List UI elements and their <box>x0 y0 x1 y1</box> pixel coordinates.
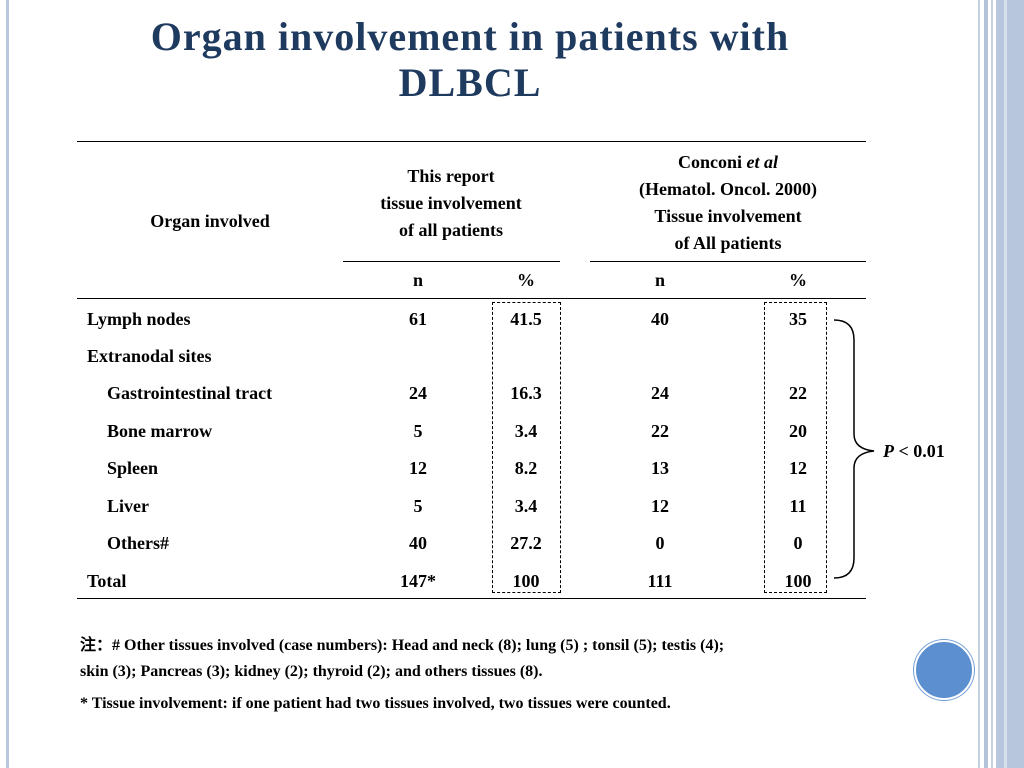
cell-value: 111 <box>647 571 673 591</box>
slide-frame-right <box>978 0 980 768</box>
subheader-n: n <box>654 270 665 290</box>
cell-value: 0 <box>793 533 803 553</box>
cell-value: 40 <box>651 309 669 329</box>
brace-icon <box>833 319 875 579</box>
cell-value: 20 <box>789 421 807 441</box>
cell-value: 41.5 <box>510 309 542 329</box>
subheader-n: n <box>412 270 423 290</box>
cell-value: 22 <box>651 421 669 441</box>
title-line-2: DLBCL <box>398 60 542 105</box>
cell-value: 12 <box>789 458 807 478</box>
cell-value: 147* <box>400 571 436 591</box>
header-bottom-rule <box>77 298 866 299</box>
cell-value: 35 <box>789 309 807 329</box>
decorative-circle <box>914 640 974 700</box>
conconi-name: Conconi <box>677 152 742 172</box>
cell-value: 16.3 <box>510 383 542 403</box>
cell-value: 100 <box>784 571 812 591</box>
row-label: Lymph nodes <box>87 309 191 329</box>
p-symbol: P <box>883 441 894 461</box>
cell-value: 5 <box>413 421 423 441</box>
row-label: Total <box>87 571 127 591</box>
slide-frame-right <box>996 0 1024 768</box>
slide-frame-right <box>991 0 993 768</box>
cell-value: 13 <box>651 458 669 478</box>
header-text: of all patients <box>398 220 503 240</box>
conconi-underline <box>590 261 866 262</box>
row-label: Gastrointestinal tract <box>107 383 273 403</box>
header-organ-involved: Organ involved <box>150 211 270 231</box>
slide-frame-right <box>984 0 988 768</box>
table-top-rule <box>77 141 866 142</box>
row-label: Spleen <box>107 458 159 478</box>
cell-value: 8.2 <box>514 458 538 478</box>
cell-value: 5 <box>413 496 423 516</box>
title-line-1: Organ involvement in patients with <box>150 14 790 59</box>
this-report-underline <box>343 261 560 262</box>
subheader-percent: % <box>517 270 535 290</box>
row-label: Others# <box>107 533 169 553</box>
cell-value: 12 <box>651 496 669 516</box>
slide-frame-right <box>1004 0 1007 768</box>
header-text: Tissue involvement <box>654 206 802 226</box>
slide-frame-left <box>6 0 9 768</box>
cell-value: 24 <box>409 383 427 403</box>
header-text: This report <box>407 166 495 186</box>
percent-column-highlight <box>764 302 827 593</box>
slide-title: Organ involvement in patients with DLBCL <box>40 14 900 106</box>
cell-value: 24 <box>651 383 669 403</box>
header-text: of All patients <box>674 233 782 253</box>
header-text: Conconi et al <box>588 149 868 176</box>
cell-value: 3.4 <box>514 421 538 441</box>
row-label: Extranodal sites <box>87 346 212 366</box>
cell-value: 12 <box>409 458 427 478</box>
footnote-tissue: * Tissue involvement: if one patient had… <box>80 695 671 712</box>
row-label: Bone marrow <box>107 421 213 441</box>
footnote-line: skin (3); Pancreas (3); kidney (2); thyr… <box>80 663 543 680</box>
footnote-line: 注：# Other tissues involved (case numbers… <box>80 637 725 654</box>
cell-value: 40 <box>409 533 427 553</box>
cell-value: 22 <box>789 383 807 403</box>
cell-value: 3.4 <box>514 496 538 516</box>
header-text: (Hematol. Oncol. 2000) <box>639 179 817 199</box>
header-this-report: This report tissue involvement of all pa… <box>340 163 562 244</box>
header-conconi: Conconi et al (Hematol. Oncol. 2000) Tis… <box>588 149 868 257</box>
cell-value: 61 <box>409 309 427 329</box>
row-label: Liver <box>107 496 149 516</box>
conconi-etal: et al <box>746 152 779 172</box>
footnote-others: 注：# Other tissues involved (case numbers… <box>80 633 724 685</box>
header-text: tissue involvement <box>380 193 522 213</box>
p-value-label: P < 0.01 <box>883 440 945 462</box>
percent-column-highlight <box>492 302 561 593</box>
p-value-text: < 0.01 <box>894 441 945 461</box>
table-bottom-rule <box>77 598 866 599</box>
cell-value: 27.2 <box>510 533 542 553</box>
cell-value: 0 <box>655 533 665 553</box>
subheader-percent: % <box>789 270 807 290</box>
cell-value: 11 <box>789 496 807 516</box>
cell-value: 100 <box>512 571 540 591</box>
